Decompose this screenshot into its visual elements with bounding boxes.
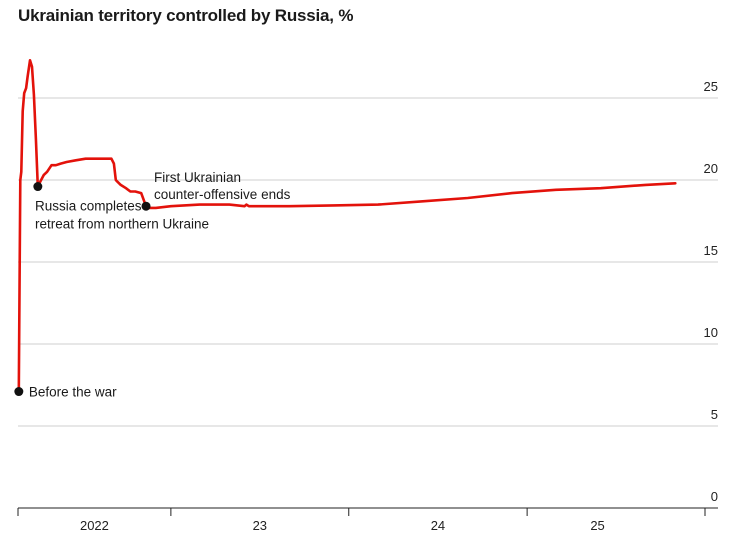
annotation-label: Before the war	[29, 385, 117, 400]
annotation-label: counter-offensive ends	[154, 187, 291, 202]
annotation-label: retreat from northern Ukraine	[35, 217, 209, 232]
annotation-label: Russia completes	[35, 199, 142, 214]
annotation-marker	[14, 387, 24, 397]
y-tick-label: 10	[704, 325, 718, 340]
annotation-marker	[141, 201, 151, 211]
y-tick-label: 5	[711, 407, 718, 422]
annotation-label: First Ukrainian	[154, 170, 241, 185]
x-tick-label: 24	[431, 518, 445, 533]
y-tick-label: 0	[711, 489, 718, 504]
y-tick-label: 25	[704, 79, 718, 94]
y-tick-label: 15	[704, 243, 718, 258]
x-tick-label: 25	[590, 518, 604, 533]
annotation-marker	[33, 182, 43, 192]
x-tick-label: 2022	[80, 518, 109, 533]
x-tick-label: 23	[253, 518, 267, 533]
y-tick-label: 20	[704, 161, 718, 176]
territory-series-line	[17, 58, 677, 393]
chart-title: Ukrainian territory controlled by Russia…	[18, 6, 354, 25]
